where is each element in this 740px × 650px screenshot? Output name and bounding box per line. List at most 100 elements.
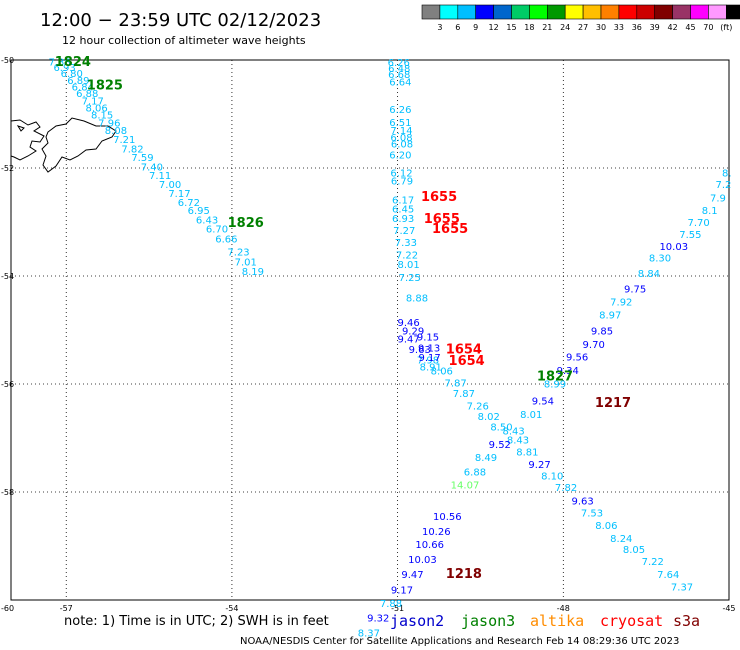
swh-value: 9.29 xyxy=(402,327,424,338)
scale-swatch xyxy=(546,4,566,20)
land-outline-west xyxy=(10,119,45,161)
scale-swatch xyxy=(708,4,727,20)
swh-value: 6.89 xyxy=(67,76,89,87)
swh-value: 7.22 xyxy=(642,557,664,568)
swh-value: 8.02 xyxy=(478,412,500,423)
plot-area: -57 -54 -51 -48 -45-50-52-54-56-58-60 7.386.… xyxy=(1,55,736,639)
swh-value: 9.63 xyxy=(409,345,431,356)
swh-value: 8.97 xyxy=(599,310,621,321)
scale-swatch xyxy=(475,4,494,20)
scale-label: 6 xyxy=(455,23,460,32)
swh-value: 6.26 xyxy=(389,105,411,116)
swh-value: 6.70 xyxy=(206,224,228,235)
x-tick-label: -54 xyxy=(225,604,238,613)
swh-value: 10.26 xyxy=(422,527,451,538)
scale-swatch xyxy=(654,4,673,20)
swh-value: 6.12 xyxy=(390,168,412,179)
swh-value: 7.53 xyxy=(581,509,603,520)
scale-label: 15 xyxy=(506,23,516,32)
land-outline-east xyxy=(41,117,117,173)
scale-swatch xyxy=(439,4,459,20)
swh-value: 7.82 xyxy=(555,483,577,494)
swh-value: 9.70 xyxy=(583,340,605,351)
pass-time-label: 1655 xyxy=(424,212,460,227)
swh-value: 9.54 xyxy=(532,397,554,408)
swh-value: 8.15 xyxy=(91,111,113,122)
swh-value: 8.99 xyxy=(544,379,566,390)
swh-value: 8.50 xyxy=(490,423,512,434)
scale-label: 12 xyxy=(489,23,499,32)
swh-value: 6.88 xyxy=(464,467,486,478)
swh-value: 8.81 xyxy=(516,448,538,459)
pass-time-label: 1218 xyxy=(446,567,482,582)
swh-value: 9.32 xyxy=(367,613,389,624)
land-mass xyxy=(10,117,117,173)
swh-value: 10.56 xyxy=(433,512,462,523)
swh-value: 7.27 xyxy=(393,226,415,237)
swh-value: 9.85 xyxy=(591,327,613,338)
swh-value: 6.20 xyxy=(389,151,411,162)
x-tick-label: -57 xyxy=(60,604,73,613)
swh-value: 8.43 xyxy=(502,426,524,437)
pass-time-label: 1826 xyxy=(228,216,264,231)
pass-time-label: 1654 xyxy=(449,354,485,369)
swh-value: 6.64 xyxy=(389,78,411,89)
swh-value: 8.37 xyxy=(358,628,380,639)
scale-swatch xyxy=(511,4,530,20)
swh-value: 9.15 xyxy=(417,332,439,343)
swh-value: 8.06 xyxy=(431,367,453,378)
x-tick-label: -51 xyxy=(391,604,404,613)
satellite-legend-s3a: s3a xyxy=(673,612,700,630)
swh-value: 8.19 xyxy=(242,267,264,278)
scale-label: 33 xyxy=(614,23,624,32)
swh-value: 7.33 xyxy=(395,238,417,249)
swh-value: 8.01 xyxy=(520,410,542,421)
scale-swatch xyxy=(618,4,638,20)
scale-swatch xyxy=(493,4,512,20)
swh-value: 6.66 xyxy=(215,235,237,246)
swh-value: 9.17 xyxy=(391,586,413,597)
swh-observations: 7.386.936.806.896.846.887.178.068.157.96… xyxy=(48,58,731,640)
swh-value: 7.37 xyxy=(671,583,693,594)
swh-value: 7.17 xyxy=(82,97,104,108)
footnote: note: 1) Time is in UTC; 2) SWH is in fe… xyxy=(64,614,329,629)
swh-value: 6.45 xyxy=(392,205,414,216)
scale-label: 21 xyxy=(542,23,552,32)
swh-value: 7.2 xyxy=(716,180,732,191)
scale-label: 24 xyxy=(560,23,570,32)
swh-value: 8.05 xyxy=(623,545,645,556)
swh-value: 7.25 xyxy=(399,273,421,284)
swh-value: 7.21 xyxy=(113,135,135,146)
swh-value: 8. xyxy=(722,168,732,179)
swh-value: 7.22 xyxy=(396,250,418,261)
swh-value: 7.40 xyxy=(141,162,163,173)
y-tick-label: -54 xyxy=(1,272,14,281)
corner-tick-label: -60 xyxy=(1,604,14,613)
swh-value: 9.13 xyxy=(418,343,440,354)
swh-value: 6.26 xyxy=(388,58,410,69)
swh-value: 6.08 xyxy=(391,140,413,151)
swh-value: 8.08 xyxy=(105,126,127,137)
swh-value: 8.06 xyxy=(85,104,107,115)
swh-value: 6.84 xyxy=(72,82,94,93)
pass-time-label: 1217 xyxy=(595,396,631,411)
scale-label: 36 xyxy=(632,23,642,32)
swh-value: 6.88 xyxy=(76,89,98,100)
swh-value: 10.66 xyxy=(415,540,444,551)
scale-label: 3 xyxy=(437,23,442,32)
swh-value: 7.9 xyxy=(710,194,726,205)
swh-value: 6.48 xyxy=(388,64,410,75)
swh-value: 8.06 xyxy=(595,521,617,532)
swh-value: 6.93 xyxy=(392,214,414,225)
x-tick-label: -45 xyxy=(722,604,735,613)
swh-value: 10.03 xyxy=(408,555,437,566)
scale-label: 39 xyxy=(650,23,660,32)
swh-value: 8.1 xyxy=(702,206,718,217)
scale-swatch xyxy=(690,4,709,20)
swh-value: 6.79 xyxy=(391,176,413,187)
chart-title: 12:00 − 23:59 UTC 02/12/2023 xyxy=(40,10,321,31)
scale-swatch xyxy=(529,4,548,20)
swh-value: 6.68 xyxy=(388,70,410,81)
swh-value: 9.75 xyxy=(624,284,646,295)
swh-value: 7.00 xyxy=(159,180,181,191)
